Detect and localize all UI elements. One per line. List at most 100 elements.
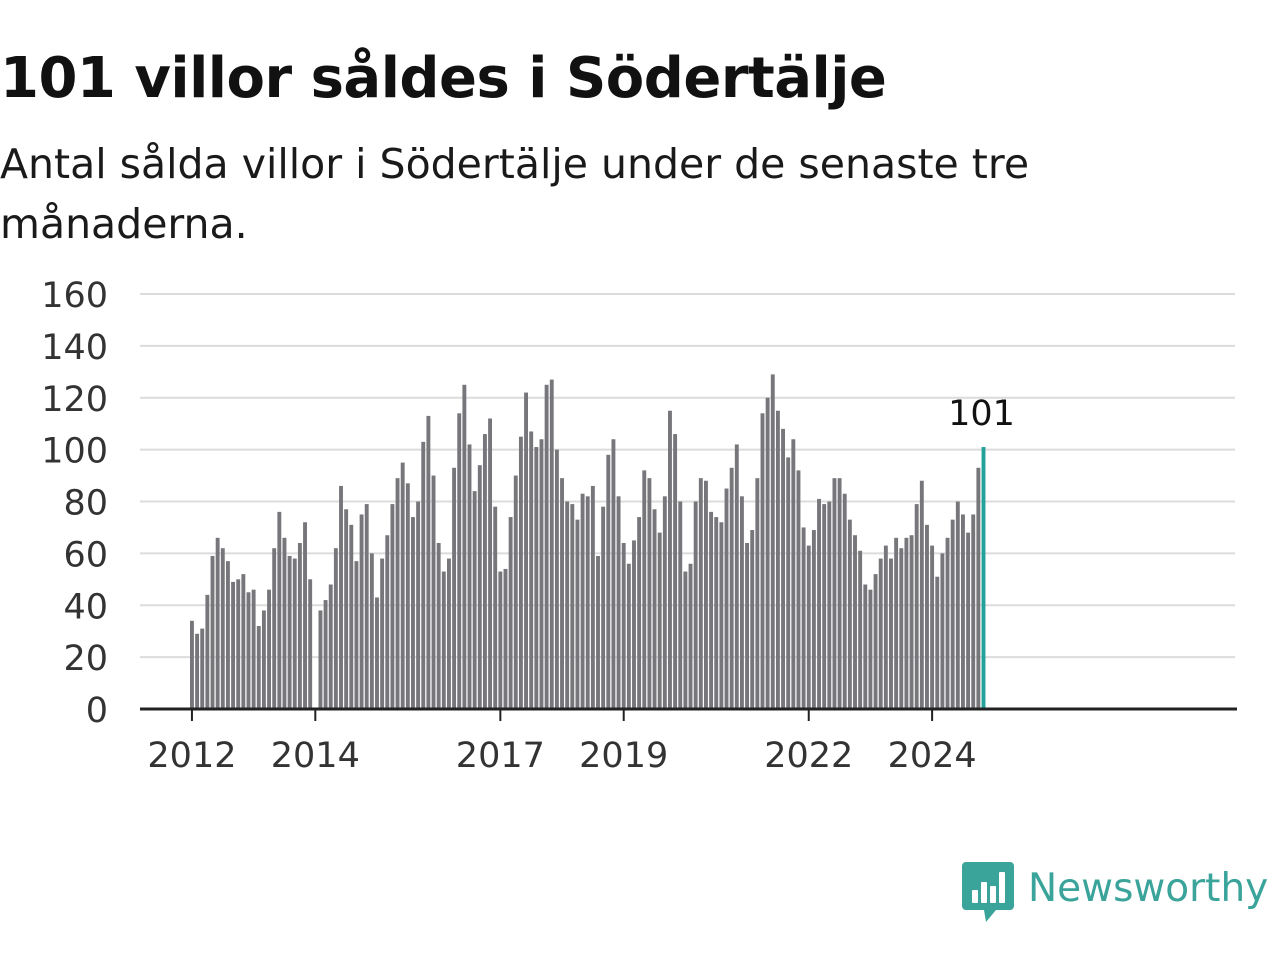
bar <box>770 374 775 709</box>
bar <box>750 530 755 709</box>
bar <box>909 535 914 709</box>
bar <box>467 444 472 709</box>
bar <box>292 558 297 709</box>
bar <box>781 428 785 709</box>
bar <box>359 514 364 709</box>
bar <box>477 465 482 709</box>
bar <box>544 384 549 709</box>
bar <box>919 480 924 709</box>
bar <box>256 626 261 709</box>
bar <box>431 475 436 709</box>
x-tick-label: 2024 <box>888 736 977 776</box>
bar <box>822 504 827 709</box>
bar <box>549 379 554 709</box>
bar <box>503 568 508 709</box>
bar <box>236 579 241 709</box>
bar <box>308 579 313 709</box>
bar <box>971 514 976 709</box>
bar <box>190 620 194 709</box>
bar <box>698 478 703 709</box>
bar <box>673 434 678 709</box>
bar <box>889 558 893 709</box>
bar <box>554 449 559 709</box>
bars <box>190 374 986 709</box>
y-tick-label: 120 <box>41 380 108 420</box>
bar <box>786 457 791 709</box>
bar <box>405 483 410 709</box>
bar <box>755 478 760 709</box>
bar <box>508 517 513 709</box>
bar <box>565 501 570 709</box>
bar <box>241 574 246 709</box>
bar <box>524 392 528 709</box>
bar <box>739 496 744 709</box>
newsworthy-logo: Newsworthy <box>962 862 1268 924</box>
bar <box>287 555 292 709</box>
bar <box>863 584 868 709</box>
y-axis-tick-labels: 0 20 40 60 80 100 120 140 160 <box>41 276 108 731</box>
bar <box>472 491 477 709</box>
data-labels: 101 <box>948 394 1015 434</box>
bar <box>894 537 899 709</box>
bar <box>745 543 750 709</box>
bar <box>760 413 765 709</box>
bar <box>832 478 837 709</box>
bar <box>853 535 857 709</box>
x-tick-label: 2017 <box>456 736 545 776</box>
bar <box>220 548 225 709</box>
page-subtitle: Antal sålda villor i Södertälje under de… <box>0 140 1030 248</box>
bar <box>441 571 446 709</box>
bar <box>817 498 821 709</box>
bar <box>462 384 467 709</box>
bar <box>950 519 955 709</box>
bar <box>488 418 493 709</box>
bar <box>693 501 698 709</box>
bar <box>251 589 256 709</box>
y-tick-label: 160 <box>41 276 108 316</box>
bar <box>590 485 595 709</box>
bar <box>899 548 904 709</box>
bar <box>642 470 647 709</box>
bar <box>827 501 832 709</box>
bar <box>272 548 277 709</box>
bar <box>632 540 636 709</box>
bar <box>842 493 847 709</box>
bar <box>621 543 626 709</box>
bar <box>955 501 960 709</box>
y-tick-label: 60 <box>63 535 108 575</box>
bar <box>585 496 590 709</box>
bar <box>277 511 282 709</box>
bar <box>231 581 236 709</box>
bar <box>806 545 811 709</box>
bar <box>601 506 606 709</box>
newsworthy-bar-chart-icon <box>962 862 1014 922</box>
bar <box>246 592 251 709</box>
bar <box>369 553 374 709</box>
bar <box>349 524 354 709</box>
bar <box>267 589 271 709</box>
y-tick-label: 80 <box>63 484 108 524</box>
bar <box>873 574 878 709</box>
bar <box>339 485 343 709</box>
bar <box>426 415 431 709</box>
bar <box>668 410 672 709</box>
bar <box>529 431 534 709</box>
bar <box>714 517 719 709</box>
bar <box>657 532 662 709</box>
bar <box>775 410 780 709</box>
bar <box>457 413 462 709</box>
bar <box>328 584 333 709</box>
bar <box>662 496 667 709</box>
y-tick-label: 40 <box>63 587 108 627</box>
bar <box>344 509 349 709</box>
bar <box>261 610 266 709</box>
bar <box>364 504 369 709</box>
bar <box>318 610 323 709</box>
bar <box>652 509 657 709</box>
bar <box>534 447 539 709</box>
bar <box>847 519 852 709</box>
bar <box>709 511 714 709</box>
bar <box>560 478 564 709</box>
x-tick-label: 2012 <box>147 736 236 776</box>
